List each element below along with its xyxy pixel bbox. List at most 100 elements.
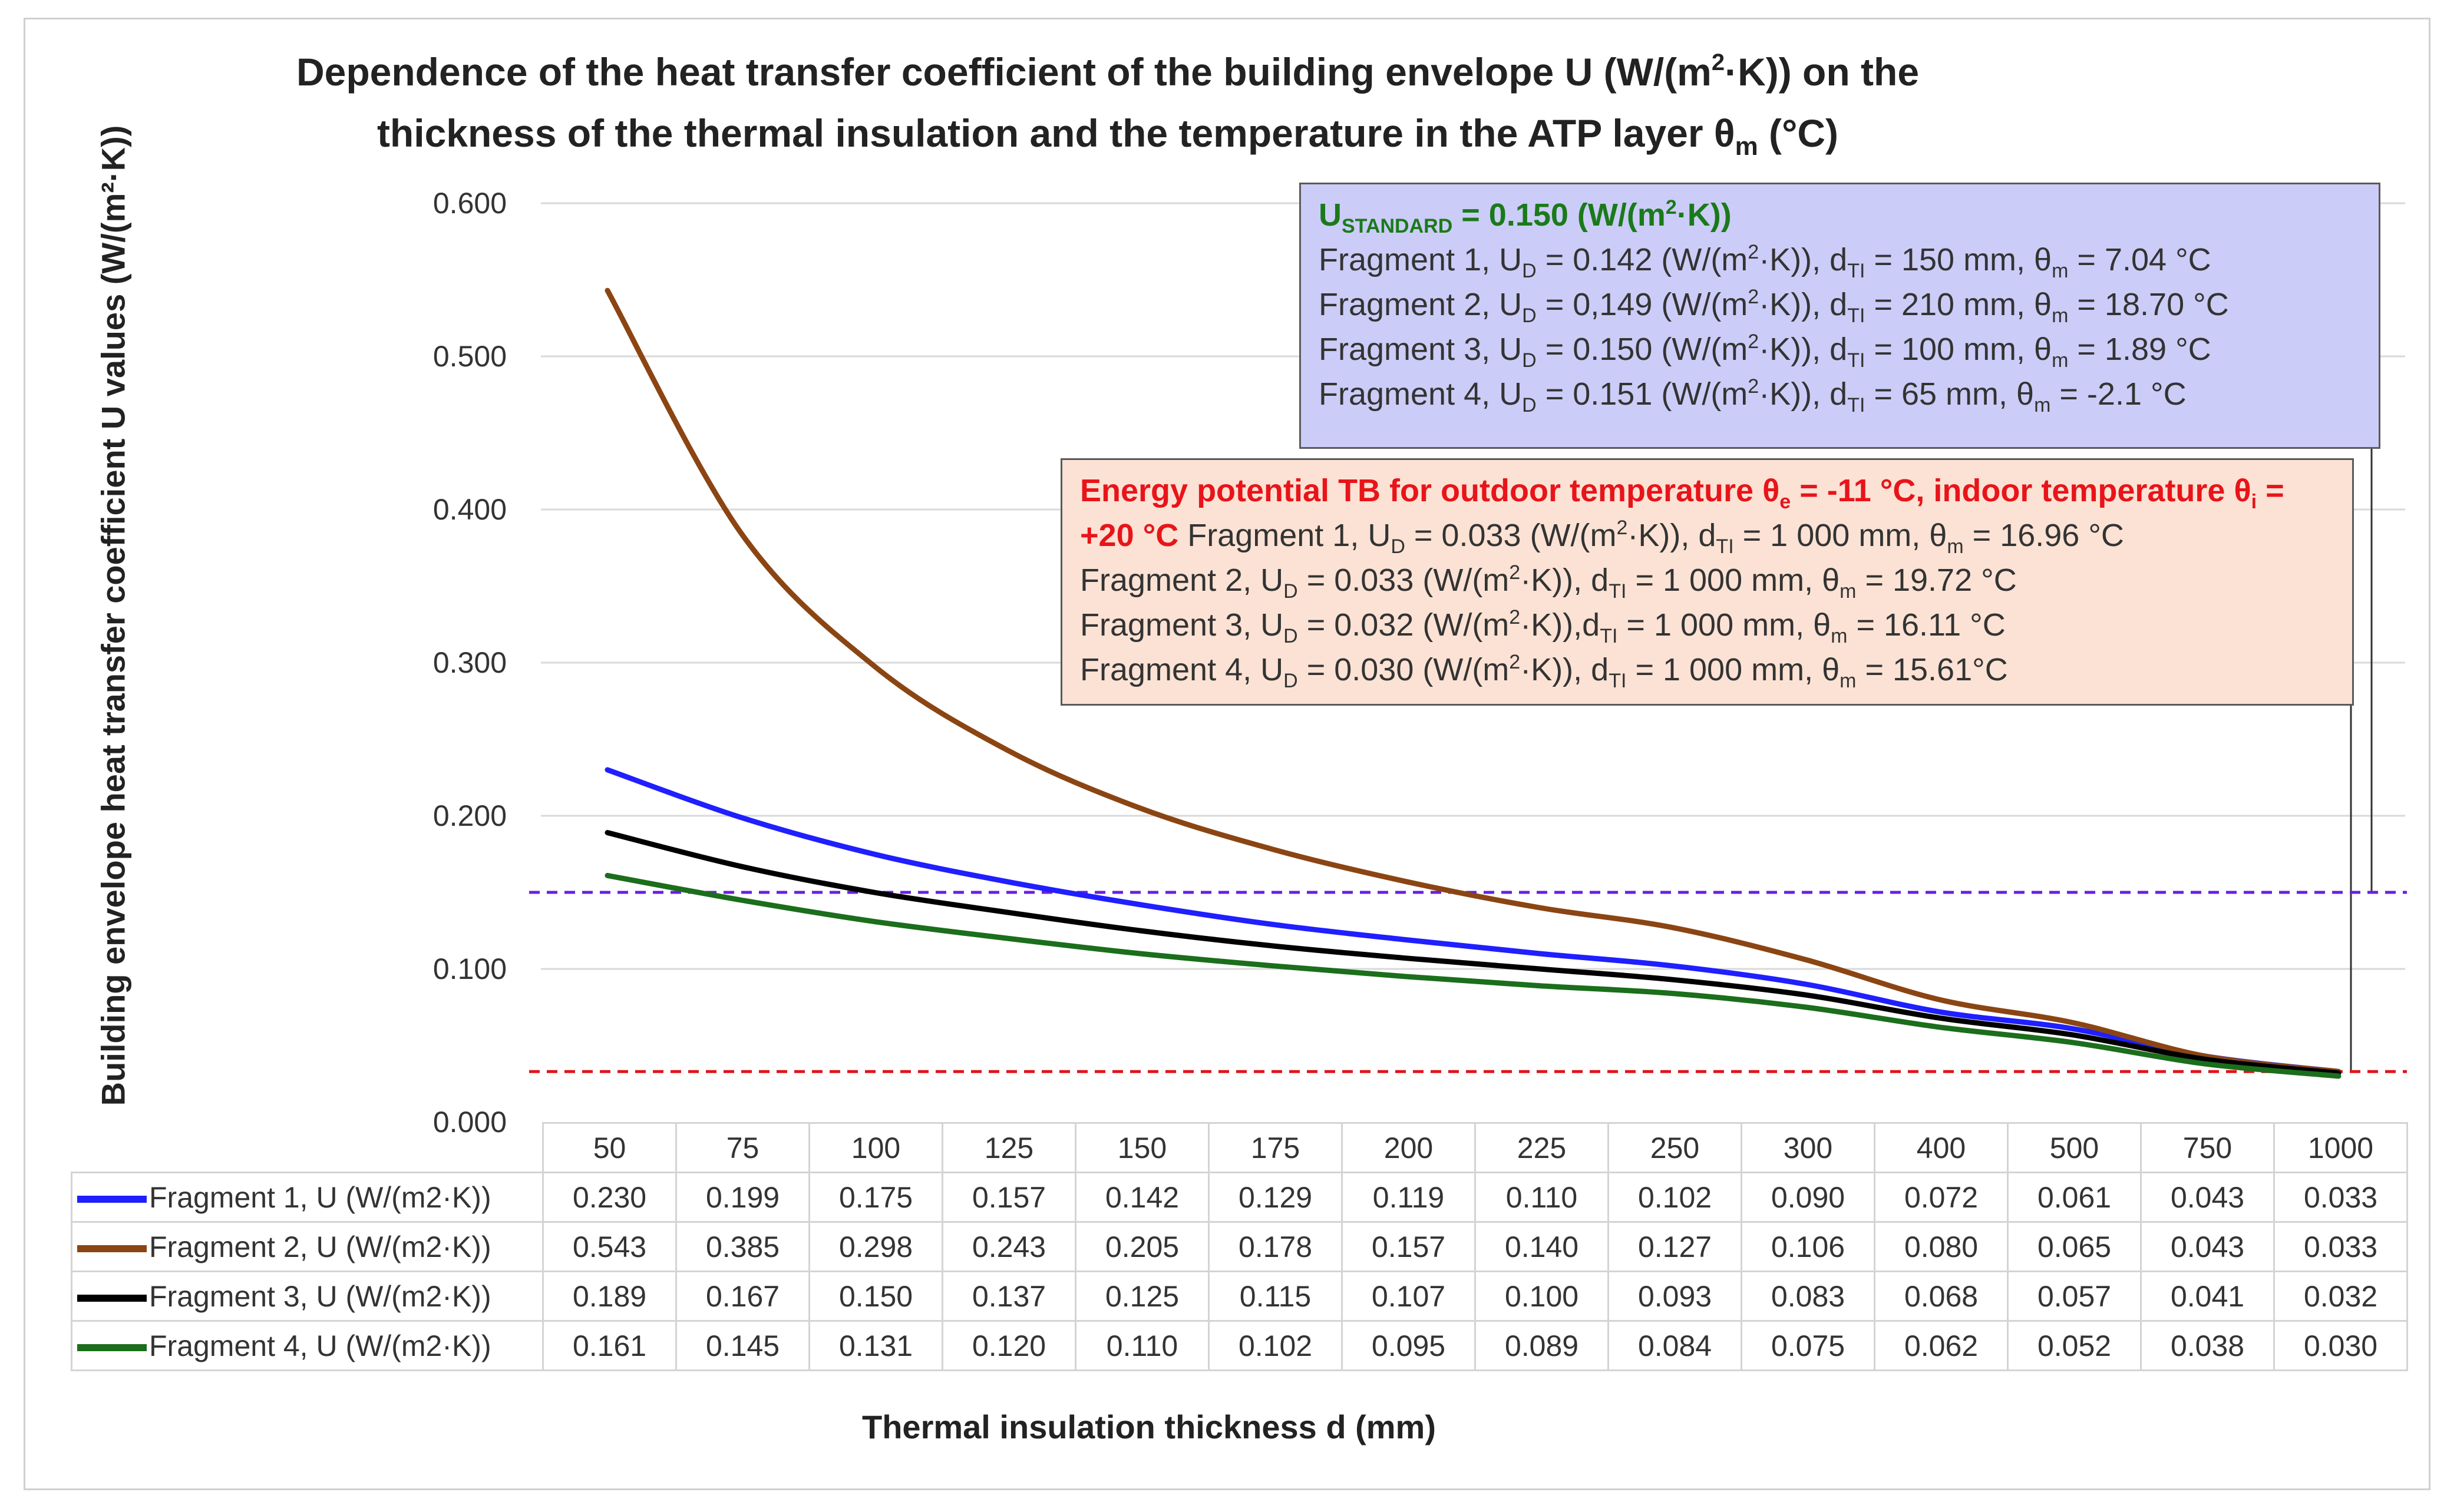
table-cell-value: 0.107 <box>1341 1271 1476 1322</box>
legend-entry-fragment-1: Fragment 1, U (W/(m2·K)) <box>71 1172 544 1223</box>
table-cell-value: 0.106 <box>1741 1221 1875 1272</box>
energy-line-2: Fragment 2, UD = 0.033 (W/(m2·K)), dTI =… <box>1080 561 2017 603</box>
table-cell-value: 0.119 <box>1341 1172 1476 1223</box>
table-row: Fragment 2, U (W/(m2·K)) 0.543 0.385 0.298 0… <box>71 1221 2408 1272</box>
table-cell-value: 0.199 <box>675 1172 810 1223</box>
x-category-label: 75 <box>675 1122 810 1173</box>
legend-entry-fragment-3: Fragment 3, U (W/(m2·K)) <box>71 1271 544 1322</box>
table-cell-value: 0.110 <box>1474 1172 1609 1223</box>
table-cell-value: 0.038 <box>2140 1320 2275 1371</box>
table-row: Fragment 3, U (W/(m2·K)) 0.189 0.167 0.150 0… <box>71 1271 2408 1322</box>
x-category-label: 500 <box>2007 1122 2142 1173</box>
table-cell-value: 0.072 <box>1874 1172 2009 1223</box>
y-tick-label: 0.300 <box>432 646 507 679</box>
energy-line-3: Fragment 3, UD = 0.032 (W/(m2·K)),dTI = … <box>1080 606 2006 647</box>
table-cell-value: 0.041 <box>2140 1271 2275 1322</box>
series-lines <box>605 287 2342 1079</box>
table-row: Fragment 1, U (W/(m2·K)) 0.230 0.199 0.175 0… <box>71 1172 2408 1223</box>
table-cell-value: 0.298 <box>808 1221 943 1272</box>
data-table: 50 75 100 125 150 175 200 225 250 300 400 500 750 100… <box>71 1122 2408 1371</box>
table-cell-value: 0.243 <box>942 1221 1076 1272</box>
legend-line-swatch <box>77 1344 147 1352</box>
energy-line-4: Fragment 4, UD = 0.030 (W/(m2·K)), dTI =… <box>1080 651 2008 692</box>
table-cell-value: 0.043 <box>2140 1172 2275 1223</box>
series-line-fragment-1 <box>605 767 2342 1074</box>
table-cell-value: 0.129 <box>1208 1172 1343 1223</box>
table-cell-value: 0.100 <box>1474 1271 1609 1322</box>
table-cell-value: 0.083 <box>1741 1271 1875 1322</box>
standard-textbox: USTANDARD = 0.150 (W/(m2·K)) Fragment 1,… <box>1299 183 2380 449</box>
chart-title: Dependence of the heat transfer coeffici… <box>296 49 1920 161</box>
y-tick-label: 0.600 <box>432 187 507 220</box>
standard-line-2: Fragment 2, UD = 0,149 (W/(m2·K)), dTI =… <box>1319 286 2229 327</box>
table-cell-value: 0.205 <box>1075 1221 1210 1272</box>
table-cell-value: 0.030 <box>2273 1320 2408 1371</box>
legend-line-swatch <box>77 1295 147 1302</box>
standard-heading: USTANDARD = 0.150 (W/(m2·K)) <box>1319 196 1732 237</box>
table-cell-value: 0.120 <box>942 1320 1076 1371</box>
table-cell-value: 0.102 <box>1607 1172 1742 1223</box>
x-category-label: 100 <box>808 1122 943 1173</box>
y-tick-label: 0.000 <box>432 1106 507 1139</box>
legend-entry-fragment-4: Fragment 4, U (W/(m2·K)) <box>71 1320 544 1371</box>
table-cell-value: 0.189 <box>542 1271 677 1322</box>
table-cell-value: 0.543 <box>542 1221 677 1272</box>
textbox-connectors <box>2350 448 2373 1072</box>
standard-line-3: Fragment 3, UD = 0.150 (W/(m2·K)), dTI =… <box>1319 330 2211 372</box>
x-category-label: 750 <box>2140 1122 2275 1173</box>
y-tick-label: 0.200 <box>432 799 507 832</box>
table-cell-value: 0.084 <box>1607 1320 1742 1371</box>
x-axis-label: Thermal insulation thickness d (mm) <box>862 1408 1436 1445</box>
table-cell-value: 0.385 <box>675 1221 810 1272</box>
standard-line-1: Fragment 1, UD = 0.142 (W/(m2·K)), dTI =… <box>1319 241 2211 282</box>
table-cell-value: 0.062 <box>1874 1320 2009 1371</box>
table-cell-value: 0.065 <box>2007 1221 2142 1272</box>
x-category-label: 125 <box>942 1122 1076 1173</box>
y-tick-label: 0.500 <box>432 340 507 373</box>
table-cell-value: 0.052 <box>2007 1320 2142 1371</box>
x-category-label: 225 <box>1474 1122 1609 1173</box>
energy-heading: Energy potential TB for outdoor temperat… <box>1080 473 2284 513</box>
x-category-label: 300 <box>1741 1122 1875 1173</box>
x-category-label: 50 <box>542 1122 677 1173</box>
legend-entry-fragment-2: Fragment 2, U (W/(m2·K)) <box>71 1221 544 1272</box>
table-cell-value: 0.095 <box>1341 1320 1476 1371</box>
table-cell-value: 0.157 <box>1341 1221 1476 1272</box>
table-cell-value: 0.230 <box>542 1172 677 1223</box>
table-cell-value: 0.125 <box>1075 1271 1210 1322</box>
table-cell-value: 0.068 <box>1874 1271 2009 1322</box>
table-cell-value: 0.075 <box>1741 1320 1875 1371</box>
table-cell-value: 0.145 <box>675 1320 810 1371</box>
table-header-row: 50 75 100 125 150 175 200 225 250 300 400 500 750 100… <box>72 1122 2408 1173</box>
table-cell-value: 0.157 <box>942 1172 1076 1223</box>
table-cell-value: 0.127 <box>1607 1221 1742 1272</box>
table-cell-value: 0.150 <box>808 1271 943 1322</box>
y-tick-label: 0.100 <box>432 952 507 985</box>
x-category-label: 175 <box>1208 1122 1343 1173</box>
x-category-label: 1000 <box>2273 1122 2408 1173</box>
x-category-label: 250 <box>1607 1122 1742 1173</box>
x-category-label: 150 <box>1075 1122 1210 1173</box>
x-category-label: 400 <box>1874 1122 2009 1173</box>
table-cell-value: 0.167 <box>675 1271 810 1322</box>
table-cell-value: 0.131 <box>808 1320 943 1371</box>
table-cell-value: 0.080 <box>1874 1221 2009 1272</box>
table-cell-value: 0.178 <box>1208 1221 1343 1272</box>
table-cell-value: 0.140 <box>1474 1221 1609 1272</box>
table-cell-value: 0.032 <box>2273 1271 2408 1322</box>
table-cell-value: 0.033 <box>2273 1172 2408 1223</box>
table-cell-value: 0.161 <box>542 1320 677 1371</box>
table-row: Fragment 4, U (W/(m2·K)) 0.161 0.145 0.131 0… <box>71 1320 2408 1371</box>
legend-line-swatch <box>77 1196 147 1203</box>
table-cell-value: 0.093 <box>1607 1271 1742 1322</box>
y-tick-label: 0.400 <box>432 493 507 526</box>
table-cell-value: 0.090 <box>1741 1172 1875 1223</box>
energy-potential-textbox: Energy potential TB for outdoor temperat… <box>1061 458 2354 706</box>
table-cell-value: 0.102 <box>1208 1320 1343 1371</box>
standard-line-4: Fragment 4, UD = 0.151 (W/(m2·K)), dTI =… <box>1319 375 2187 416</box>
x-category-label: 200 <box>1341 1122 1476 1173</box>
table-cell-value: 0.142 <box>1075 1172 1210 1223</box>
table-cell-value: 0.057 <box>2007 1271 2142 1322</box>
table-cell-value: 0.089 <box>1474 1320 1609 1371</box>
table-cell-value: 0.175 <box>808 1172 943 1223</box>
